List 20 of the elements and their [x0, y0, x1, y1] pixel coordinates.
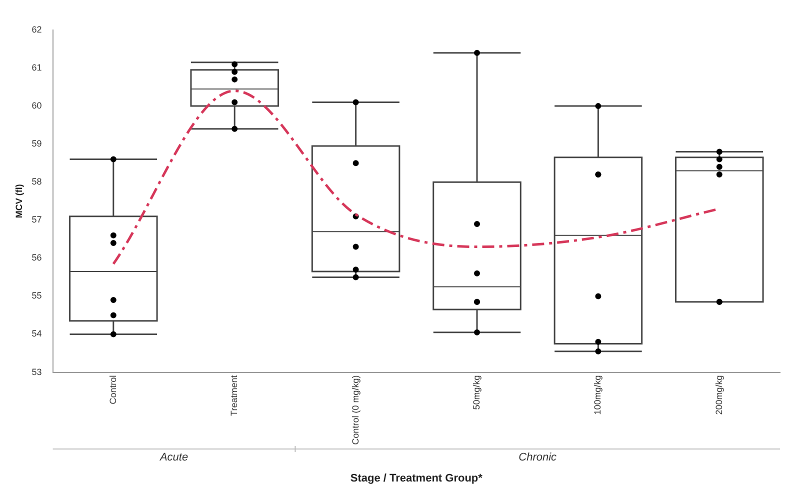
- x-tick-label: Control: [108, 375, 118, 404]
- y-tick-label: 54: [32, 328, 42, 339]
- y-tick-label: 61: [32, 62, 42, 73]
- text: Acute: [158, 452, 188, 464]
- y-axis-title: MCV (fl): [14, 184, 24, 218]
- y-tick-label: 53: [32, 366, 42, 377]
- text: Chronic: [518, 452, 558, 464]
- x-tick-label: 100mg/kg: [592, 375, 603, 415]
- y-tick-label: 62: [32, 24, 42, 34]
- x-axis-title: Stage / Treatment Group*: [350, 472, 484, 484]
- x-tick-label: 200mg/kg: [714, 375, 724, 415]
- y-tick-label: 56: [32, 252, 42, 263]
- y-tick-label: 58: [32, 176, 42, 187]
- y-tick-label: 60: [32, 100, 42, 111]
- x-tick-label: 50mg/kg: [471, 375, 482, 410]
- y-tick-label: 55: [32, 290, 42, 301]
- x-tick-label: Control (0 mg/kg): [350, 375, 360, 445]
- x-tick-label: Treatment: [229, 374, 240, 416]
- y-tick-label: 57: [32, 214, 42, 225]
- y-tick-label: 59: [32, 138, 42, 149]
